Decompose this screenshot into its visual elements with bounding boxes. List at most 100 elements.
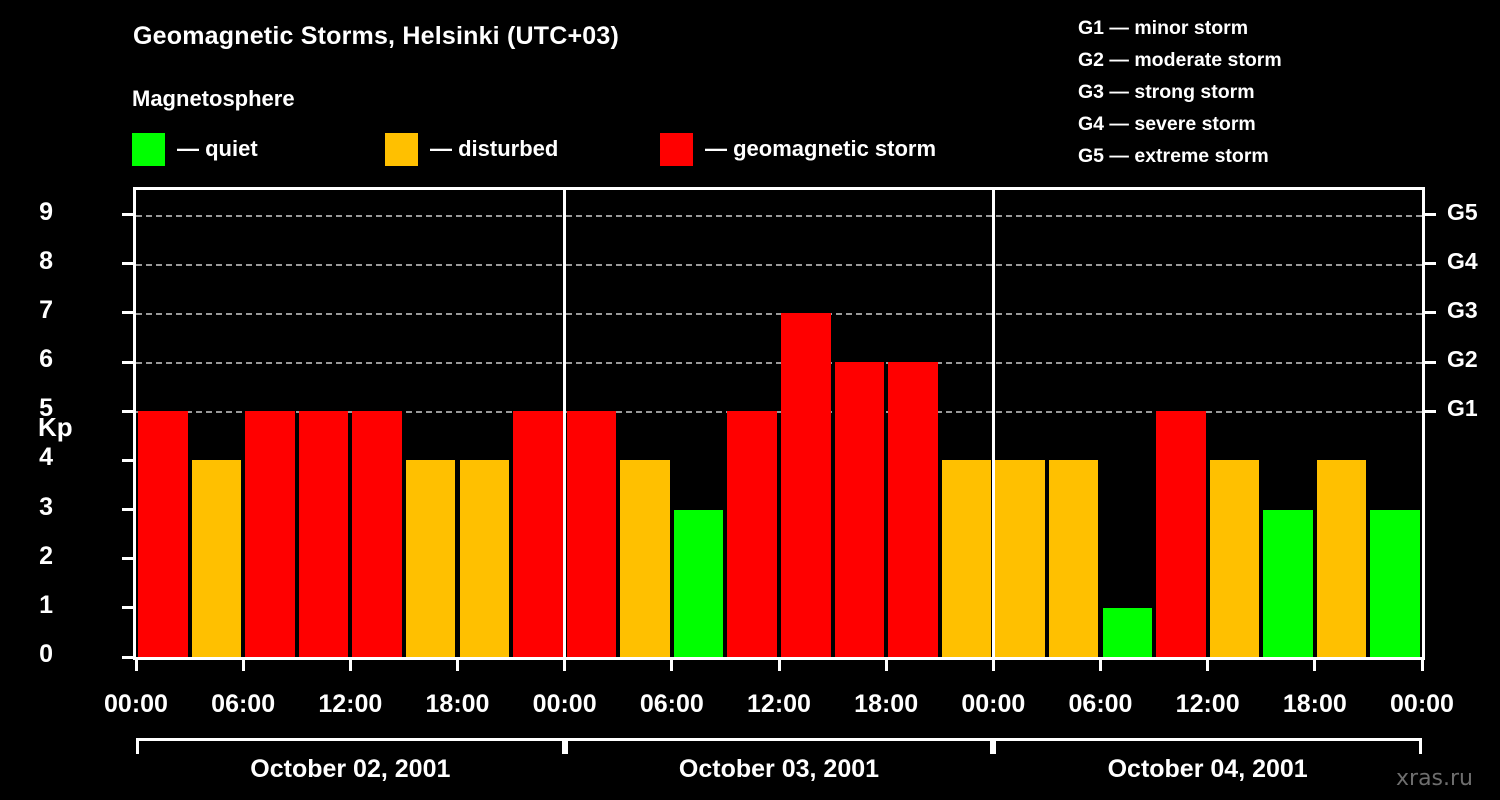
y-axis-tick-label: 1 xyxy=(39,590,53,619)
legend-swatch-disturbed xyxy=(385,132,418,166)
g-axis-tick xyxy=(1425,311,1436,315)
x-axis-tick xyxy=(241,660,245,671)
bar-storm xyxy=(566,411,617,657)
bar-storm xyxy=(245,411,295,657)
bar-disturbed xyxy=(995,460,1045,657)
legend-heading: Magnetosphere xyxy=(132,86,295,111)
g-scale-legend: G1 — minor storm G2 — moderate storm G3 … xyxy=(1078,12,1282,172)
x-axis-tick-label: 00:00 xyxy=(1390,690,1454,718)
y-axis-tick xyxy=(122,606,133,610)
y-axis-tick-label: 0 xyxy=(39,640,53,668)
legend-item-storm: — geomagnetic storm xyxy=(660,132,936,166)
x-axis-tick xyxy=(1099,660,1102,671)
day-bracket xyxy=(136,738,565,754)
page-title: Geomagnetic Storms, Helsinki (UTC+03) xyxy=(133,22,620,50)
bar-quiet xyxy=(1102,607,1153,657)
y-axis-tick-label: 4 xyxy=(39,443,53,472)
plot-area xyxy=(133,187,1425,660)
g-scale-row: G5 — extreme storm xyxy=(1078,145,1269,167)
bar-storm xyxy=(298,411,349,657)
plot-inner xyxy=(136,190,1422,657)
y-axis-tick xyxy=(122,311,133,315)
y-axis-tick-label: 9 xyxy=(39,197,53,226)
y-axis-tick xyxy=(122,557,133,561)
g-axis-tick-label: G1 xyxy=(1447,395,1478,422)
bar-disturbed xyxy=(191,460,242,657)
bar-storm xyxy=(513,411,563,657)
day-label: October 02, 2001 xyxy=(250,755,451,783)
g-scale-row: G3 — strong storm xyxy=(1078,81,1255,103)
y-axis-tick xyxy=(122,262,133,266)
g-axis-tick xyxy=(1425,262,1436,266)
y-axis-tick xyxy=(122,213,133,217)
g-axis-tick-label: G5 xyxy=(1447,198,1478,225)
x-axis-tick-label: 12:00 xyxy=(747,690,811,718)
x-axis-tick xyxy=(670,660,674,671)
day-label: October 04, 2001 xyxy=(1107,755,1308,783)
g-axis-tick xyxy=(1425,213,1436,217)
bar-disturbed xyxy=(620,460,670,657)
y-axis-tick xyxy=(122,458,133,462)
y-axis-tick-label: 2 xyxy=(39,541,53,570)
bar-disturbed xyxy=(1048,460,1099,657)
bar-disturbed xyxy=(459,460,510,657)
legend-swatch-quiet xyxy=(132,132,165,166)
bar-disturbed xyxy=(1209,460,1260,657)
bar-disturbed xyxy=(405,460,456,657)
legend-label-disturbed: — disturbed xyxy=(430,136,559,161)
bar-quiet xyxy=(1263,509,1313,657)
x-axis-tick-label: 18:00 xyxy=(425,690,490,718)
bar-storm xyxy=(781,312,831,657)
day-label: October 03, 2001 xyxy=(678,755,880,783)
legend-label-storm: — geomagnetic storm xyxy=(705,136,937,161)
x-axis-tick xyxy=(134,660,138,671)
y-axis-tick-label: 3 xyxy=(39,492,53,521)
gridline xyxy=(136,214,1422,217)
x-axis-tick-label: 00:00 xyxy=(961,690,1026,718)
x-axis-tick-label: 06:00 xyxy=(211,690,276,718)
x-axis-tick xyxy=(563,660,567,671)
y-axis-tick xyxy=(122,409,133,413)
gridline xyxy=(136,362,1422,365)
x-axis-tick xyxy=(777,660,781,671)
gridline xyxy=(136,263,1422,266)
x-axis-tick-label: 18:00 xyxy=(1282,690,1347,718)
bar-storm xyxy=(888,362,938,657)
x-axis-tick xyxy=(456,660,459,671)
g-axis-tick-label: G2 xyxy=(1447,346,1478,373)
bar-storm xyxy=(727,411,777,657)
bar-disturbed xyxy=(1316,460,1367,657)
bar-disturbed xyxy=(941,460,992,657)
g-scale-row: G2 — moderate storm xyxy=(1078,49,1282,71)
x-axis-tick-label: 06:00 xyxy=(1068,690,1133,718)
x-axis-tick xyxy=(991,660,995,671)
y-axis-tick xyxy=(122,655,133,659)
y-axis-tick-label: 7 xyxy=(39,295,53,324)
g-axis-tick-label: G4 xyxy=(1447,247,1478,274)
legend-label-quiet: — quiet xyxy=(177,136,258,161)
day-separator xyxy=(991,190,995,657)
x-axis-tick-label: 00:00 xyxy=(104,690,168,718)
g-axis-tick xyxy=(1425,360,1436,364)
g-axis-tick xyxy=(1425,409,1436,413)
x-axis-tick xyxy=(884,660,888,671)
x-axis-tick xyxy=(1313,660,1317,671)
y-axis-tick xyxy=(122,508,133,512)
legend-item-disturbed: — disturbed xyxy=(385,132,660,166)
watermark: xras.ru xyxy=(1396,766,1473,791)
g-scale-row: G1 — minor storm xyxy=(1078,17,1249,39)
g-scale-row: G4 — severe storm xyxy=(1078,113,1256,135)
day-bracket xyxy=(564,738,994,754)
bar-storm xyxy=(352,411,402,657)
y-axis-tick-label: 5 xyxy=(39,394,53,423)
gridline xyxy=(136,312,1422,315)
x-axis-tick-label: 00:00 xyxy=(532,690,597,718)
bar-storm xyxy=(834,362,885,657)
y-axis-tick-label: 8 xyxy=(39,246,53,275)
x-axis-tick-label: 12:00 xyxy=(318,690,383,718)
x-axis-tick xyxy=(1206,660,1210,671)
bar-quiet xyxy=(673,509,724,657)
x-axis-tick xyxy=(1420,660,1424,671)
x-axis-tick-label: 06:00 xyxy=(639,690,704,718)
g-axis-tick-label: G3 xyxy=(1447,296,1478,323)
